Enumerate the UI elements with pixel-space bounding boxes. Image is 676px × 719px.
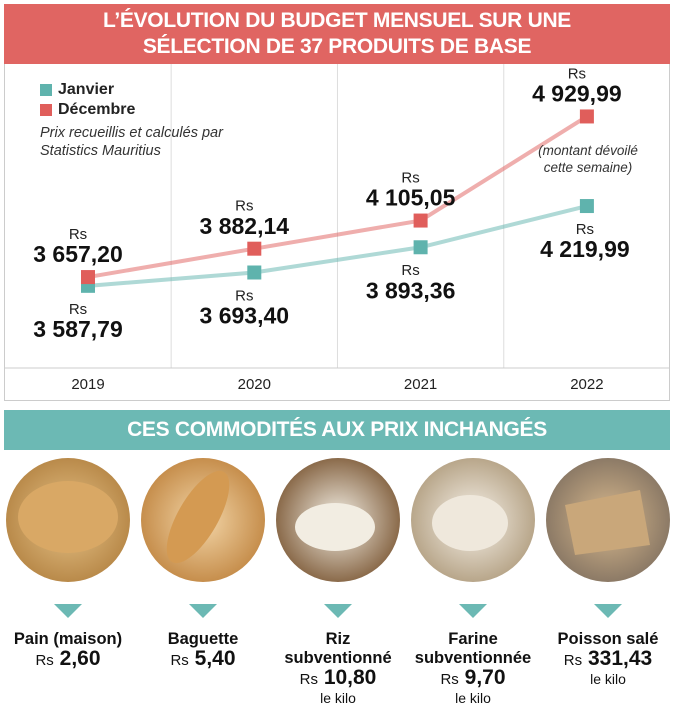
value-label: 3 893,36 xyxy=(366,277,456,303)
point xyxy=(579,109,594,124)
currency-label: Rs xyxy=(401,262,419,279)
pointer xyxy=(54,604,82,618)
legend-label: Janvier xyxy=(58,81,114,98)
photo xyxy=(6,458,130,582)
pointer xyxy=(459,604,487,618)
product-price: Rs 2,60 xyxy=(3,647,133,670)
photo xyxy=(276,458,400,582)
pointer xyxy=(324,604,352,618)
value-label: 4 105,05 xyxy=(366,185,456,211)
currency-label: Rs xyxy=(401,170,419,187)
price-value: 9,70 xyxy=(464,666,506,689)
currency-label: Rs xyxy=(69,226,87,243)
point xyxy=(413,213,428,228)
chart-title: L’ÉVOLUTION DU BUDGET MENSUEL SUR UNE SÉ… xyxy=(4,4,670,64)
product-price: Rs 9,70 xyxy=(408,666,538,689)
product: Pain (maison) Rs 2,60 xyxy=(3,630,133,670)
photo xyxy=(141,458,265,582)
value-label: 4 219,99 xyxy=(540,236,630,262)
chart-frame xyxy=(4,64,670,401)
x-tick-label: 2019 xyxy=(71,376,104,393)
annotation: (montant dévoilé cette semaine) xyxy=(538,143,638,175)
price-value: 2,60 xyxy=(59,647,101,670)
product-images xyxy=(6,458,670,618)
currency: Rs xyxy=(299,671,318,688)
photo xyxy=(411,458,535,582)
currency-label: Rs xyxy=(235,198,253,215)
product-price: Rs 10,80 xyxy=(273,666,403,689)
product: Poisson salé Rs 331,43 le kilo xyxy=(543,630,673,689)
point xyxy=(579,199,594,214)
value-label: 3 882,14 xyxy=(200,213,290,239)
currency-label: Rs xyxy=(235,287,253,304)
product-name: Pain (maison) xyxy=(13,630,123,648)
product-name: Riz subventionné xyxy=(284,630,392,667)
legend-label: Décembre xyxy=(58,101,135,118)
legend-swatch xyxy=(40,84,52,96)
currency-label: Rs xyxy=(576,221,594,238)
value-label: 3 693,40 xyxy=(200,303,290,329)
x-tick-label: 2022 xyxy=(570,376,603,393)
product-name: Poisson salé xyxy=(557,630,659,648)
product: Baguette Rs 5,40 xyxy=(138,630,268,670)
currency-label: Rs xyxy=(568,65,586,82)
point xyxy=(81,270,95,285)
currency: Rs xyxy=(170,652,189,669)
series-line xyxy=(87,114,588,280)
x-tick-label: 2021 xyxy=(404,376,437,393)
unit: le kilo xyxy=(590,671,626,687)
point xyxy=(247,265,262,280)
product: Riz subventionné Rs 10,80 le kilo xyxy=(273,630,403,708)
price-value: 5,40 xyxy=(194,647,236,670)
price-value: 331,43 xyxy=(587,647,653,670)
product: Farine subventionnée Rs 9,70 le kilo xyxy=(408,630,538,708)
product-price: Rs 5,40 xyxy=(138,647,268,670)
photo xyxy=(546,458,670,582)
currency: Rs xyxy=(563,652,583,669)
point xyxy=(413,240,428,255)
currency: Rs xyxy=(440,671,459,688)
product-price: Rs 331,43 xyxy=(543,647,673,670)
series-line xyxy=(87,204,588,288)
price-value: 10,80 xyxy=(323,666,377,689)
currency: Rs xyxy=(35,652,54,669)
value-label: 3 657,20 xyxy=(33,241,123,267)
legend-swatch xyxy=(40,104,52,116)
section-title: CES COMMODITÉS AUX PRIX INCHANGÉS xyxy=(4,410,670,450)
value-label: 4 929,99 xyxy=(532,81,622,107)
unit: le kilo xyxy=(455,690,491,706)
product-name: Farine subventionnée xyxy=(414,630,532,667)
pointer xyxy=(594,604,622,618)
source-note: Prix recueillis et calculés par Statisti… xyxy=(40,125,223,159)
value-label: 3 587,79 xyxy=(33,316,123,342)
point xyxy=(247,241,262,256)
currency-label: Rs xyxy=(69,301,87,318)
pointer xyxy=(189,604,217,618)
product-name: Baguette xyxy=(167,630,239,648)
unit: le kilo xyxy=(320,690,356,706)
x-tick-label: 2020 xyxy=(238,376,271,393)
